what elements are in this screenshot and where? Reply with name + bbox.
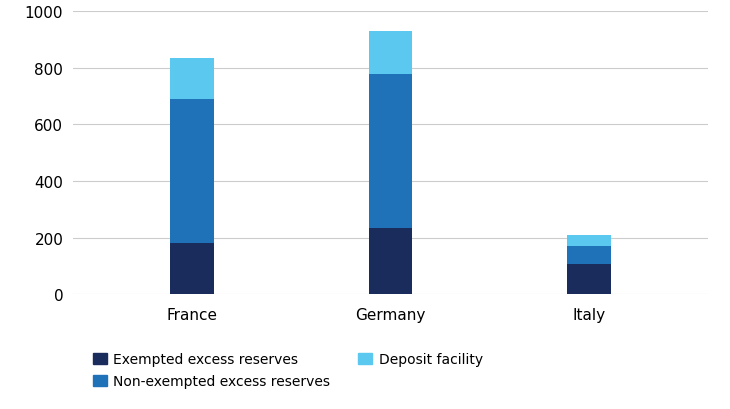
- Bar: [369, 32, 412, 74]
- Bar: [170, 100, 214, 244]
- Bar: [567, 235, 611, 247]
- Bar: [170, 244, 214, 294]
- Bar: [567, 265, 611, 294]
- Bar: [369, 74, 412, 228]
- Bar: [369, 228, 412, 294]
- Legend: Exempted excess reserves, Non-exempted excess reserves, Deposit facility: Exempted excess reserves, Non-exempted e…: [93, 352, 483, 389]
- Bar: [567, 247, 611, 265]
- Bar: [170, 59, 214, 100]
